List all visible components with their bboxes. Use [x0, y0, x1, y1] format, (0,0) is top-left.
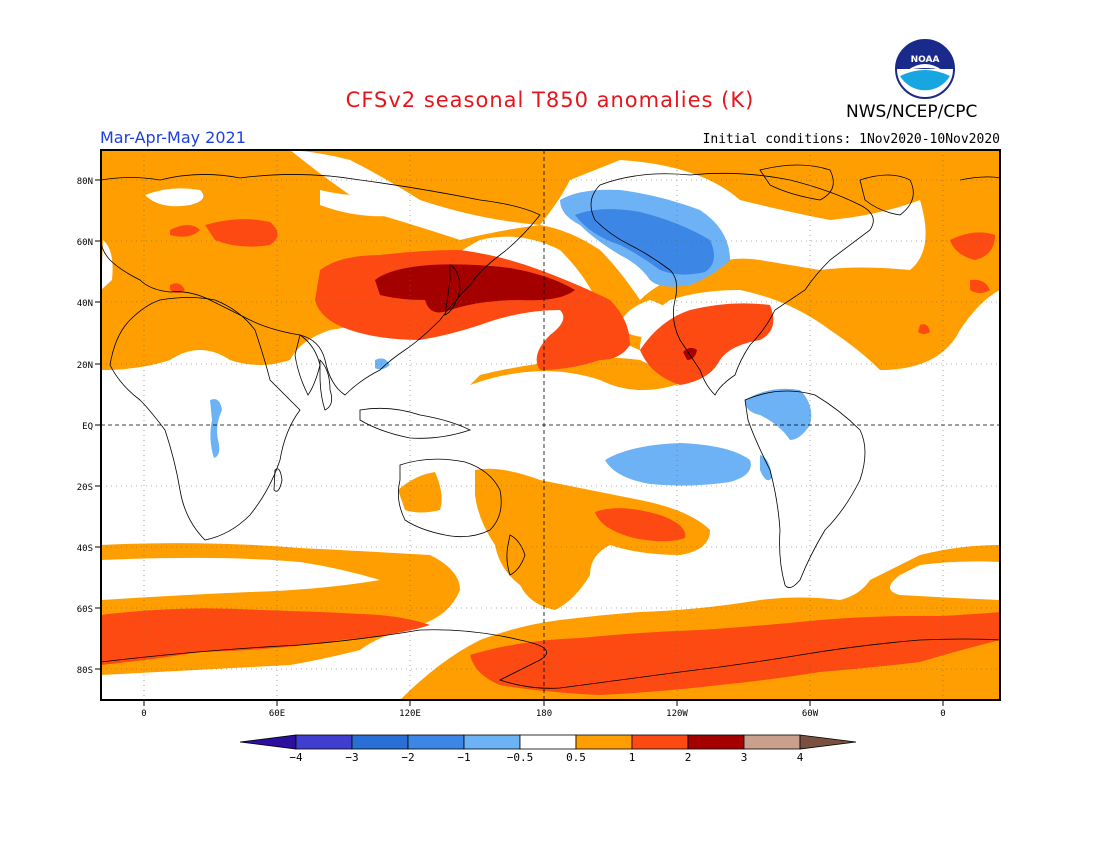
lon-label: 60W	[802, 709, 819, 719]
colorbar-tick-label: 4	[797, 751, 804, 764]
colorbar-arrow-high	[799, 734, 857, 750]
colorbar-arrow-low	[239, 734, 297, 750]
colorbar-tick-label: −0.5	[507, 751, 534, 764]
colorbar-swatch	[407, 734, 465, 750]
equator-dateline	[101, 150, 1000, 700]
anomaly-region-tropical-pacific-cold	[605, 443, 751, 486]
colorbar: −4 −3 −2 −1 −0.5 0.5 1 2 3 4	[239, 734, 857, 764]
lat-label: 60S	[77, 605, 93, 615]
colorbar-tick-label: −2	[401, 751, 414, 764]
lon-label: 0	[141, 709, 146, 719]
anomaly-region-north-strong	[375, 264, 575, 313]
lat-label: 80S	[77, 666, 93, 676]
lat-label: 20N	[77, 361, 93, 371]
latitude-labels: 80N 60N 40N 20N EQ 20S 40S 60S 80S	[77, 177, 93, 676]
lat-label: 80N	[77, 177, 93, 187]
initial-conditions-label: Initial conditions: 1Nov2020-10Nov2020	[702, 132, 1000, 147]
anomaly-region-south-pacific-warm	[475, 468, 710, 610]
colorbar-swatch	[519, 734, 577, 750]
colorbar-swatch	[743, 734, 801, 750]
anomaly-region-south-moderate	[101, 608, 430, 665]
colorbar-tick-label: −3	[345, 751, 358, 764]
lat-label: 40S	[77, 544, 93, 554]
period-label: Mar-Apr-May 2021	[100, 128, 246, 147]
lon-label: 120W	[666, 709, 688, 719]
colorbar-swatch	[631, 734, 689, 750]
colorbar-tick-label: −1	[457, 751, 470, 764]
colorbar-swatch	[351, 734, 409, 750]
colorbar-swatch	[575, 734, 633, 750]
lon-label: 180	[536, 709, 552, 719]
lon-label: 120E	[399, 709, 421, 719]
colorbar-swatch	[463, 734, 521, 750]
colorbar-tick-label: 1	[629, 751, 636, 764]
lat-label: 60N	[77, 238, 93, 248]
colorbar-swatch	[295, 734, 353, 750]
colorbar-tick-label: 3	[741, 751, 748, 764]
lon-label: 60E	[269, 709, 285, 719]
map-title: CFSv2 seasonal T850 anomalies (K)	[345, 88, 755, 112]
colorbar-tick-label: 2	[685, 751, 692, 764]
lon-label: 0	[940, 709, 945, 719]
noaa-logo: NOAA	[895, 39, 955, 99]
colorbar-swatch	[687, 734, 745, 750]
lat-label: 40N	[77, 299, 93, 309]
logo-text: NOAA	[911, 55, 940, 65]
colorbar-tick-label: −4	[289, 751, 303, 764]
lat-label: EQ	[82, 422, 93, 432]
longitude-labels: 0 60E 120E 180 120W 60W 0	[141, 709, 945, 719]
lat-label: 20S	[77, 483, 93, 493]
coastlines	[101, 164, 1000, 689]
colorbar-tick-label: 0.5	[566, 751, 586, 764]
organization-label: NWS/NCEP/CPC	[846, 102, 978, 122]
